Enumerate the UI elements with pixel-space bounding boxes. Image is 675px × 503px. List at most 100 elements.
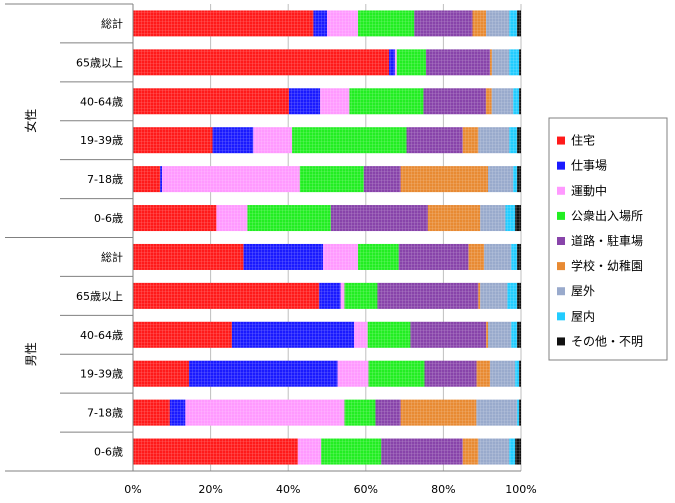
bar-segment-texture — [478, 438, 510, 465]
legend-label: 住宅 — [571, 133, 595, 148]
bar-segment-texture — [400, 166, 489, 193]
bar-segment-texture — [320, 88, 350, 115]
bar-segment-texture — [313, 10, 327, 37]
bar-segment-texture — [368, 360, 425, 387]
legend-swatch — [557, 237, 565, 245]
legend-label: その他・不明 — [571, 334, 643, 348]
bar-segment-texture — [288, 88, 321, 115]
bar-segment-texture — [160, 166, 163, 193]
bar-segment-texture — [297, 438, 322, 465]
bar-segment-texture — [489, 49, 492, 76]
bar-segment-texture — [423, 88, 486, 115]
legend-swatch — [557, 262, 565, 271]
bar-segment-texture — [515, 360, 520, 387]
bar-segment-texture — [188, 360, 338, 387]
legend-label: 運動中 — [571, 183, 607, 198]
bar-segment-texture — [396, 49, 426, 76]
x-tick-label: 100% — [505, 483, 536, 496]
bar-segment-texture — [485, 88, 492, 115]
bar-segment-texture — [327, 10, 359, 37]
category-label: 65歳以上 — [76, 290, 123, 303]
bar-segment-texture — [491, 88, 514, 115]
bar-segment-texture — [476, 399, 518, 426]
bar-segment-texture — [133, 282, 320, 309]
bar-segment-texture — [515, 438, 521, 465]
bar-segment-texture — [319, 282, 341, 309]
bar-segment-texture — [299, 166, 364, 193]
bar-segment-texture — [513, 166, 518, 193]
bar-segment-texture — [133, 321, 232, 348]
category-label: 総計 — [101, 250, 123, 264]
group-label: 女性 — [23, 109, 38, 133]
x-axis-ticks: 0% 20% 40% 60% 80% 100% — [124, 483, 536, 496]
bar-segment-texture — [323, 243, 359, 270]
bar-segment-texture — [185, 399, 345, 426]
category-label: 0-6歳 — [94, 212, 123, 225]
legend-label: 屋内 — [571, 309, 595, 323]
category-label: 19-39歳 — [80, 134, 123, 147]
bar-segment-texture — [133, 166, 161, 193]
bar-segment-texture — [517, 243, 521, 270]
bar-segment-texture — [480, 282, 508, 309]
legend-label: 公衆出入場所 — [571, 209, 643, 223]
x-tick-label: 0% — [124, 483, 141, 496]
category-label: 40-64歳 — [80, 95, 123, 108]
bar-segment-texture — [394, 49, 397, 76]
bar-segment-texture — [162, 166, 300, 193]
bar-segment-texture — [519, 399, 521, 426]
bar-segment-texture — [406, 127, 463, 154]
bars — [133, 10, 521, 465]
bar-segment-texture — [424, 360, 477, 387]
legend-swatch — [557, 161, 565, 170]
bar-segment-texture — [375, 399, 401, 426]
bar-segment-texture — [519, 360, 521, 387]
bar-segment-texture — [509, 438, 516, 465]
bar-segment-texture — [133, 127, 213, 154]
bar-segment-texture — [462, 127, 479, 154]
bar-segment-texture — [321, 438, 382, 465]
bar-segment-texture — [133, 88, 289, 115]
bar-segment-texture — [505, 205, 516, 232]
bar-segment-texture — [253, 127, 293, 154]
bar-segment-texture — [216, 205, 248, 232]
bar-segment-texture — [231, 321, 355, 348]
bar-segment-texture — [480, 205, 506, 232]
bar-segment-texture — [292, 127, 407, 154]
bar-segment-texture — [509, 10, 518, 37]
bar-segment-texture — [425, 49, 490, 76]
bar-segment-texture — [476, 360, 491, 387]
legend-swatch — [557, 186, 565, 195]
category-label: 総計 — [101, 16, 123, 30]
category-label: 7-18歳 — [87, 407, 123, 420]
x-tick-label: 20% — [198, 483, 222, 496]
group-label: 男性 — [24, 342, 38, 366]
category-label: 7-18歳 — [87, 173, 123, 186]
category-label: 19-39歳 — [80, 368, 123, 381]
bar-segment-texture — [427, 205, 481, 232]
bar-segment-texture — [414, 10, 473, 37]
bar-segment-texture — [169, 399, 186, 426]
bar-segment-texture — [358, 10, 415, 37]
bar-segment-texture — [478, 282, 481, 309]
bar-segment-texture — [484, 243, 512, 270]
legend-swatch — [557, 136, 565, 145]
bar-segment-texture — [247, 205, 331, 232]
category-label: 0-6歳 — [94, 446, 123, 459]
plot-frame — [5, 3, 521, 472]
bar-segment-texture — [468, 243, 485, 270]
bar-segment-texture — [488, 321, 512, 348]
x-tick-label: 80% — [431, 483, 455, 496]
bar-segment-texture — [344, 282, 378, 309]
legend-swatch — [557, 211, 565, 220]
bar-segment-texture — [511, 243, 518, 270]
bar-segment-texture — [367, 321, 411, 348]
bar-segment-texture — [517, 399, 520, 426]
bar-segment-texture — [349, 88, 424, 115]
bar-segment-texture — [133, 205, 217, 232]
bar-segment-texture — [519, 49, 521, 76]
x-tick-label: 60% — [354, 483, 378, 496]
bar-segment-texture — [472, 10, 487, 37]
